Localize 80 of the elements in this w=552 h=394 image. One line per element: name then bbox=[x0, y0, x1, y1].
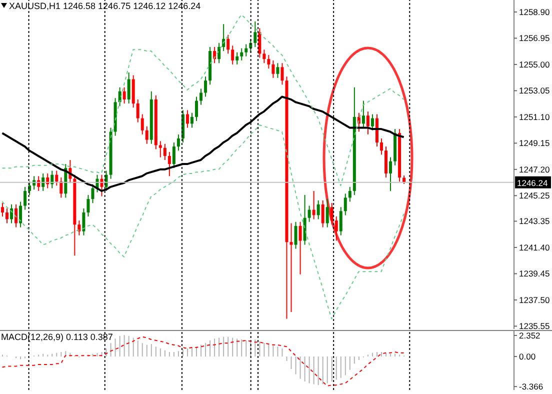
candlestick bbox=[218, 42, 221, 64]
candlestick bbox=[168, 151, 171, 177]
candlestick bbox=[334, 216, 338, 242]
candlestick bbox=[348, 186, 352, 202]
candlestick bbox=[91, 184, 94, 204]
candlestick bbox=[195, 96, 198, 122]
y-tick-label: 1239.45 bbox=[519, 268, 550, 279]
candlestick bbox=[236, 52, 239, 65]
y-tick-label: 1243.35 bbox=[519, 216, 550, 226]
y-tick-label: 1237.50 bbox=[519, 294, 550, 305]
candlestick bbox=[321, 200, 324, 228]
candlestick bbox=[370, 114, 374, 131]
y-tick-label: -3.366 bbox=[519, 382, 544, 392]
candlestick bbox=[55, 170, 58, 186]
candlestick bbox=[339, 206, 342, 236]
candlestick bbox=[262, 49, 266, 64]
candlestick bbox=[303, 194, 306, 246]
candlestick bbox=[380, 138, 383, 156]
candlestick bbox=[308, 205, 311, 222]
y-tick-label: 1255.00 bbox=[519, 59, 550, 70]
candlestick bbox=[60, 176, 63, 198]
candlestick bbox=[42, 172, 45, 192]
candlestick bbox=[280, 62, 284, 86]
candlestick bbox=[82, 208, 86, 236]
y-tick-label: 1253.05 bbox=[519, 86, 550, 96]
line-series bbox=[2, 14, 404, 186]
candlestick bbox=[240, 48, 244, 61]
candlestick bbox=[14, 204, 18, 228]
candlestick bbox=[316, 200, 320, 220]
y-tick-label: 2.352 bbox=[519, 330, 541, 340]
chart-title: XAUUSD,H1 1246.58 1246.75 1246.12 1246.24 bbox=[9, 1, 201, 11]
candlestick bbox=[19, 201, 22, 228]
y-tick-label: 1235.55 bbox=[519, 321, 550, 332]
candlestick bbox=[330, 202, 334, 226]
candlestick bbox=[298, 221, 302, 275]
candlestick bbox=[204, 76, 208, 98]
candlestick bbox=[24, 186, 27, 210]
y-tick-label: 1249.15 bbox=[519, 138, 550, 148]
candlestick bbox=[6, 208, 9, 224]
ref-line-label: 1246.24 bbox=[517, 178, 548, 188]
y-tick-label: 1251.10 bbox=[519, 112, 550, 122]
candlestick bbox=[145, 126, 148, 144]
candlestick bbox=[366, 111, 370, 135]
candlestick bbox=[86, 194, 90, 218]
candlestick bbox=[226, 34, 230, 54]
candlestick bbox=[1, 202, 4, 218]
candlestick bbox=[190, 112, 194, 128]
candlestick bbox=[344, 193, 347, 216]
candlestick bbox=[389, 156, 392, 192]
candlestick bbox=[384, 146, 388, 178]
candlestick bbox=[163, 143, 166, 160]
candlestick bbox=[127, 72, 130, 104]
candlestick bbox=[186, 110, 189, 128]
candlestick bbox=[231, 45, 234, 65]
candlestick bbox=[267, 54, 270, 69]
candlestick bbox=[136, 98, 140, 123]
candlestick bbox=[78, 220, 81, 236]
candlestick bbox=[362, 100, 365, 128]
candlestick bbox=[122, 86, 126, 104]
line-series bbox=[2, 124, 404, 320]
candlestick bbox=[254, 20, 257, 48]
candlestick bbox=[176, 134, 180, 152]
y-tick-label: 1247.20 bbox=[519, 164, 550, 174]
candlestick bbox=[294, 221, 298, 250]
y-tick-label: 0.00 bbox=[519, 351, 536, 362]
candlestick bbox=[290, 222, 293, 313]
candlestick bbox=[272, 60, 275, 78]
y-tick-label: 1256.95 bbox=[519, 33, 550, 44]
y-tick-label: 1258.90 bbox=[519, 6, 550, 17]
chart-title: MACD(12,26,9) 0.113 0.387 bbox=[1, 332, 113, 342]
y-tick-label: 1241.40 bbox=[519, 242, 550, 252]
candlestick bbox=[172, 142, 176, 169]
candlestick bbox=[200, 88, 203, 106]
candlestick bbox=[276, 62, 280, 78]
candlestick bbox=[312, 190, 316, 220]
y-tick-label: 1245.25 bbox=[519, 190, 550, 201]
candlestick bbox=[158, 140, 162, 158]
candlestick bbox=[140, 114, 144, 135]
candlestick bbox=[244, 44, 248, 57]
candlestick bbox=[326, 198, 329, 228]
